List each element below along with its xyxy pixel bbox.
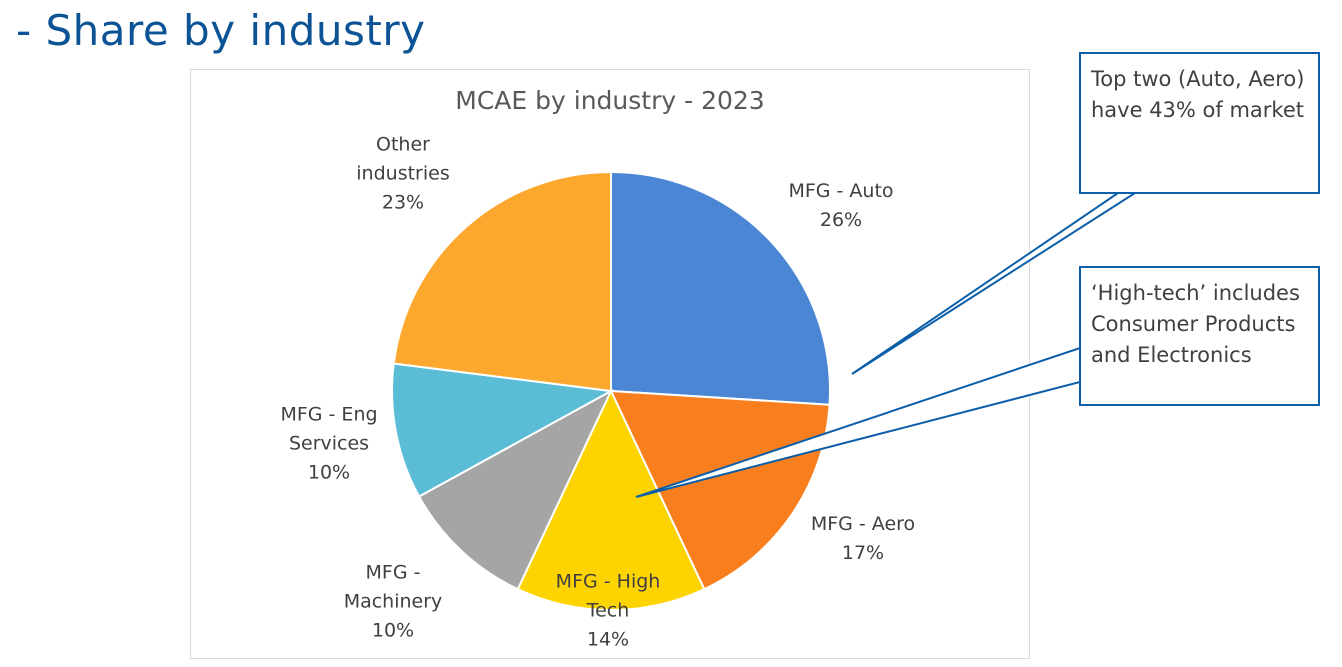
pie-slice-mfg-high-tech xyxy=(516,388,706,612)
data-label-eng-services: MFG - Eng Services 10% xyxy=(280,403,378,484)
callout-top-two: Top two (Auto, Aero) have 43% of market xyxy=(1079,52,1320,194)
callout-top-two-text: Top two (Auto, Aero) have 43% of market xyxy=(1091,67,1305,122)
pie-slice-mfg-eng-services xyxy=(391,362,615,498)
chart-area: MCAE by industry - 2023 MFG - Auto 26% M… xyxy=(190,69,1030,659)
data-label-other: Other industries 23% xyxy=(356,133,450,214)
callout-high-tech: ‘High-tech’ includes Consumer Products a… xyxy=(1079,266,1320,406)
data-label-aero: MFG - Aero 17% xyxy=(810,513,916,564)
pie-slice-mfg-machinery xyxy=(417,388,614,591)
slide-title: - Share by industry xyxy=(16,6,426,55)
data-label-auto: MFG - Auto 26% xyxy=(788,180,894,231)
callout-high-tech-text: ‘High-tech’ includes Consumer Products a… xyxy=(1091,281,1300,367)
data-label-machinery: MFG - Machinery 10% xyxy=(343,561,443,642)
chart-title: MCAE by industry - 2023 xyxy=(455,86,765,115)
data-label-high-tech: MFG - High Tech 14% xyxy=(555,570,661,651)
pie-slice-other-industries xyxy=(392,170,612,393)
